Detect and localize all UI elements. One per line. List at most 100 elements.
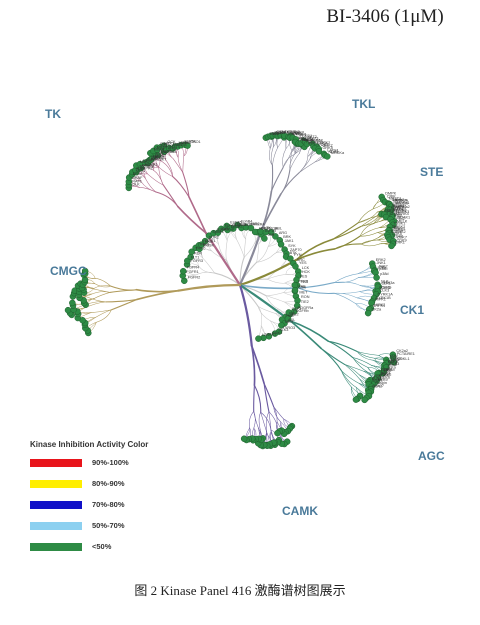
kinase-label: NEK6 — [380, 376, 390, 380]
tree-branch — [94, 292, 111, 299]
tree-branch — [91, 288, 111, 293]
kinase-label: OSR1 — [275, 131, 285, 135]
kinase-label: TGFBR2 — [139, 164, 154, 168]
tree-branch — [243, 243, 255, 258]
kinase-label: CLK1 — [381, 281, 391, 285]
kinase-label: RAF1 — [132, 179, 142, 183]
kinase-label: FGFR1 — [186, 270, 198, 274]
kinase-label: ACVR1 — [145, 163, 158, 167]
kinase-label: S6K — [316, 139, 324, 143]
kinase-label: TAO1 — [191, 140, 201, 144]
tree-branch — [172, 175, 190, 198]
kinase-label: MST2 — [173, 143, 183, 147]
kinase-node — [64, 306, 72, 314]
kinase-label: PCTAIRE1 — [397, 352, 415, 356]
kinase-label: CDK9 — [397, 238, 407, 242]
tree-branch — [298, 156, 309, 173]
kinase-label: EphB3 — [234, 223, 245, 227]
tree-branch — [298, 158, 311, 173]
kinase-label: HIPK1 — [375, 297, 386, 301]
group-label: CAMK — [282, 504, 318, 518]
legend-label: 90%-100% — [92, 458, 129, 467]
kinase-label: TRKA — [202, 240, 213, 244]
kinase-label: AMPKa2 — [395, 205, 410, 209]
tree-branch — [253, 384, 262, 413]
kinase-label: MLKL — [140, 160, 150, 164]
tree-branch — [253, 384, 255, 412]
kinase-node — [292, 263, 299, 270]
kinase-label: MEK7 — [157, 145, 167, 149]
kinase-label: LOK — [188, 139, 196, 143]
legend-item: 80%-90% — [30, 479, 210, 501]
kinase-label: CK1g2 — [284, 130, 296, 134]
tree-branch — [263, 382, 270, 413]
kinase-label: CDC7 — [374, 384, 384, 388]
kinase-label: RIPK2 — [156, 152, 167, 156]
tree-branch — [256, 254, 274, 263]
tree-branch — [250, 345, 256, 386]
kinase-label: CDK1 — [393, 228, 403, 232]
tree-branch — [356, 351, 374, 361]
kinase-label: EphB1 — [237, 223, 248, 227]
tree-branch — [320, 347, 342, 372]
tree-branch — [258, 412, 261, 432]
kinase-node — [201, 237, 209, 245]
kinase-label: PLK4 — [379, 374, 388, 378]
kinase-label: EGFR — [245, 223, 256, 227]
kinase-label: TTK — [374, 375, 382, 379]
kinase-label: Trio — [392, 225, 398, 229]
kinase-label: IRR — [268, 233, 275, 237]
kinase-label: TAK1 — [267, 332, 276, 336]
kinase-node — [287, 255, 294, 262]
kinase-label: IRAK4 — [151, 156, 162, 160]
kinase-node — [188, 248, 195, 256]
tree-branch — [344, 364, 360, 376]
kinase-label: DDR2 — [209, 236, 219, 240]
tree-branch — [253, 411, 256, 429]
tree-branch — [249, 411, 255, 429]
tree-branch — [272, 147, 278, 166]
legend-swatch — [30, 522, 82, 530]
kinase-label: FGFR3 — [191, 259, 203, 263]
kinase-label: WEE1 — [372, 379, 383, 383]
kinase-label: KIT — [289, 311, 296, 315]
group-label: CMGC — [50, 264, 87, 278]
tree-branch — [333, 281, 361, 286]
kinase-label: KHS1 — [168, 146, 178, 150]
kinase-label: PYK2 — [298, 280, 308, 284]
kinase-label: SRC — [297, 258, 305, 262]
kinase-label: MELK — [397, 219, 408, 223]
kinase-node — [361, 396, 368, 404]
kinase-label: CDK7 — [397, 236, 407, 240]
tree-branch — [198, 265, 215, 274]
tree-branch — [341, 370, 357, 388]
tree-branch — [265, 292, 284, 296]
tree-branch — [236, 238, 245, 258]
kinase-label: IGF1R — [265, 229, 276, 233]
kinase-label: IKKa — [387, 365, 396, 369]
tree-branch — [239, 284, 299, 290]
tree-branch — [273, 406, 278, 423]
kinase-label: CSK — [298, 286, 306, 290]
kinase-label: p38a — [378, 266, 387, 270]
kinase-node — [184, 142, 191, 149]
kinase-label: PRKR — [391, 357, 402, 361]
kinase-label: GRK5 — [322, 146, 332, 150]
tree-branch — [327, 340, 354, 358]
tree-branch — [344, 364, 360, 380]
kinase-node — [240, 435, 248, 442]
tree-branch — [360, 221, 381, 227]
kinase-label: FLT1 — [191, 255, 200, 259]
kinase-label: CLK2 — [381, 286, 391, 290]
kinase-label: RSK4 — [388, 360, 398, 364]
kinase-label: PRKD1 — [300, 134, 313, 138]
figure-title: BI-3406 (1μM) — [326, 6, 444, 27]
legend-label: 80%-90% — [92, 479, 125, 488]
tree-branch — [289, 152, 300, 170]
tree-branch — [289, 320, 322, 350]
tree-branch — [332, 225, 362, 240]
kinase-label: GSK3a — [382, 281, 395, 285]
kinase-label: ROCK2 — [302, 138, 315, 142]
tree-branch — [267, 274, 287, 280]
